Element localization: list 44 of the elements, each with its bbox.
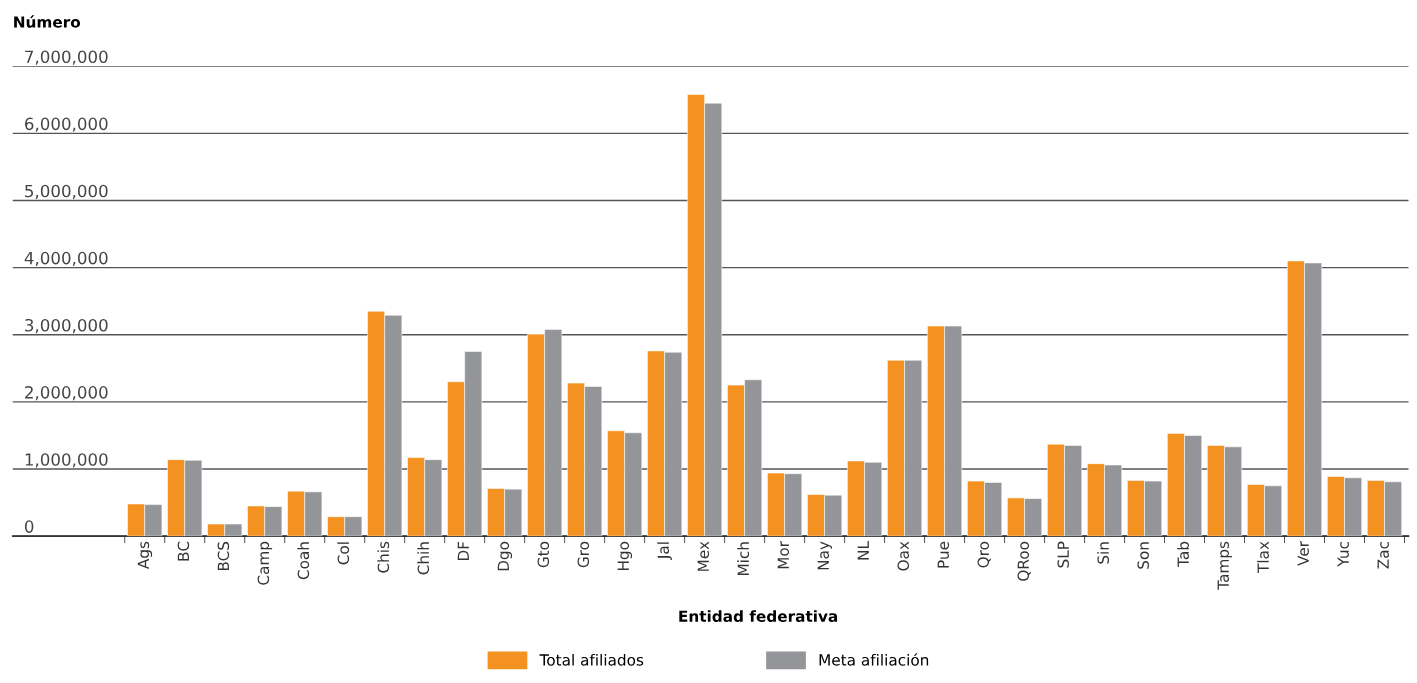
x-tick-label: Chih bbox=[417, 542, 430, 575]
x-axis-title: Entidad federativa bbox=[679, 610, 838, 622]
x-tick-label: Qro bbox=[977, 541, 991, 568]
x-tick-label: Nay bbox=[817, 541, 832, 570]
y-axis-title: Número bbox=[14, 15, 81, 28]
x-tick-label: QRoo bbox=[1017, 541, 1031, 581]
x-tick-label: Mor bbox=[777, 541, 790, 569]
x-tick-label: Mex bbox=[697, 541, 710, 571]
legend-label: Total afiliados bbox=[539, 653, 644, 666]
x-tick-label: Hgo bbox=[617, 541, 633, 571]
x-tick-label: SLP bbox=[1057, 541, 1069, 568]
y-tick-label: 2,000,000 bbox=[25, 386, 108, 401]
y-tick-label: 1,000,000 bbox=[25, 453, 108, 468]
x-tick-label: Gto bbox=[537, 541, 550, 568]
y-tick-label: 4,000,000 bbox=[24, 251, 108, 267]
legend-label: Meta afiliación bbox=[819, 653, 929, 666]
y-tick-label: 5,000,000 bbox=[25, 184, 108, 199]
x-tick-label: Gro bbox=[577, 541, 590, 568]
x-tick-label: DF bbox=[457, 541, 469, 561]
x-tick-label: Oax bbox=[897, 541, 910, 571]
x-tick-label: NL bbox=[857, 541, 869, 560]
y-tick-label: 6,000,000 bbox=[25, 117, 108, 132]
x-tick-label: Zac bbox=[1377, 541, 1389, 569]
x-tick-label: Yuc bbox=[1337, 541, 1349, 567]
x-tick-label: BCS bbox=[217, 541, 230, 571]
x-tick-label: Jal bbox=[657, 542, 672, 560]
y-tick-label: 3,000,000 bbox=[25, 318, 108, 334]
x-tick-label: Ver bbox=[1297, 541, 1309, 566]
y-tick-label: 7,000,000 bbox=[25, 50, 108, 65]
x-tick-label: Camp bbox=[257, 541, 273, 585]
x-tick-label: Pue bbox=[937, 541, 950, 568]
x-tick-label: Mich bbox=[737, 542, 750, 576]
x-tick-label: Tamps bbox=[1217, 541, 1232, 590]
x-tick-label: Son bbox=[1137, 542, 1149, 569]
x-tick-label: Dgo bbox=[497, 541, 513, 571]
x-tick-label: BC bbox=[177, 541, 190, 561]
x-tick-label: Tab bbox=[1177, 541, 1189, 567]
x-tick-label: Chis bbox=[377, 541, 390, 573]
x-tick-label: Coah bbox=[297, 542, 310, 580]
x-tick-label: Ags bbox=[137, 541, 153, 570]
x-tick-label: Tlax bbox=[1257, 541, 1269, 574]
x-tick-label: Col bbox=[337, 542, 350, 565]
x-tick-label: Sin bbox=[1097, 542, 1109, 564]
y-tick-label: 0 bbox=[24, 520, 34, 533]
